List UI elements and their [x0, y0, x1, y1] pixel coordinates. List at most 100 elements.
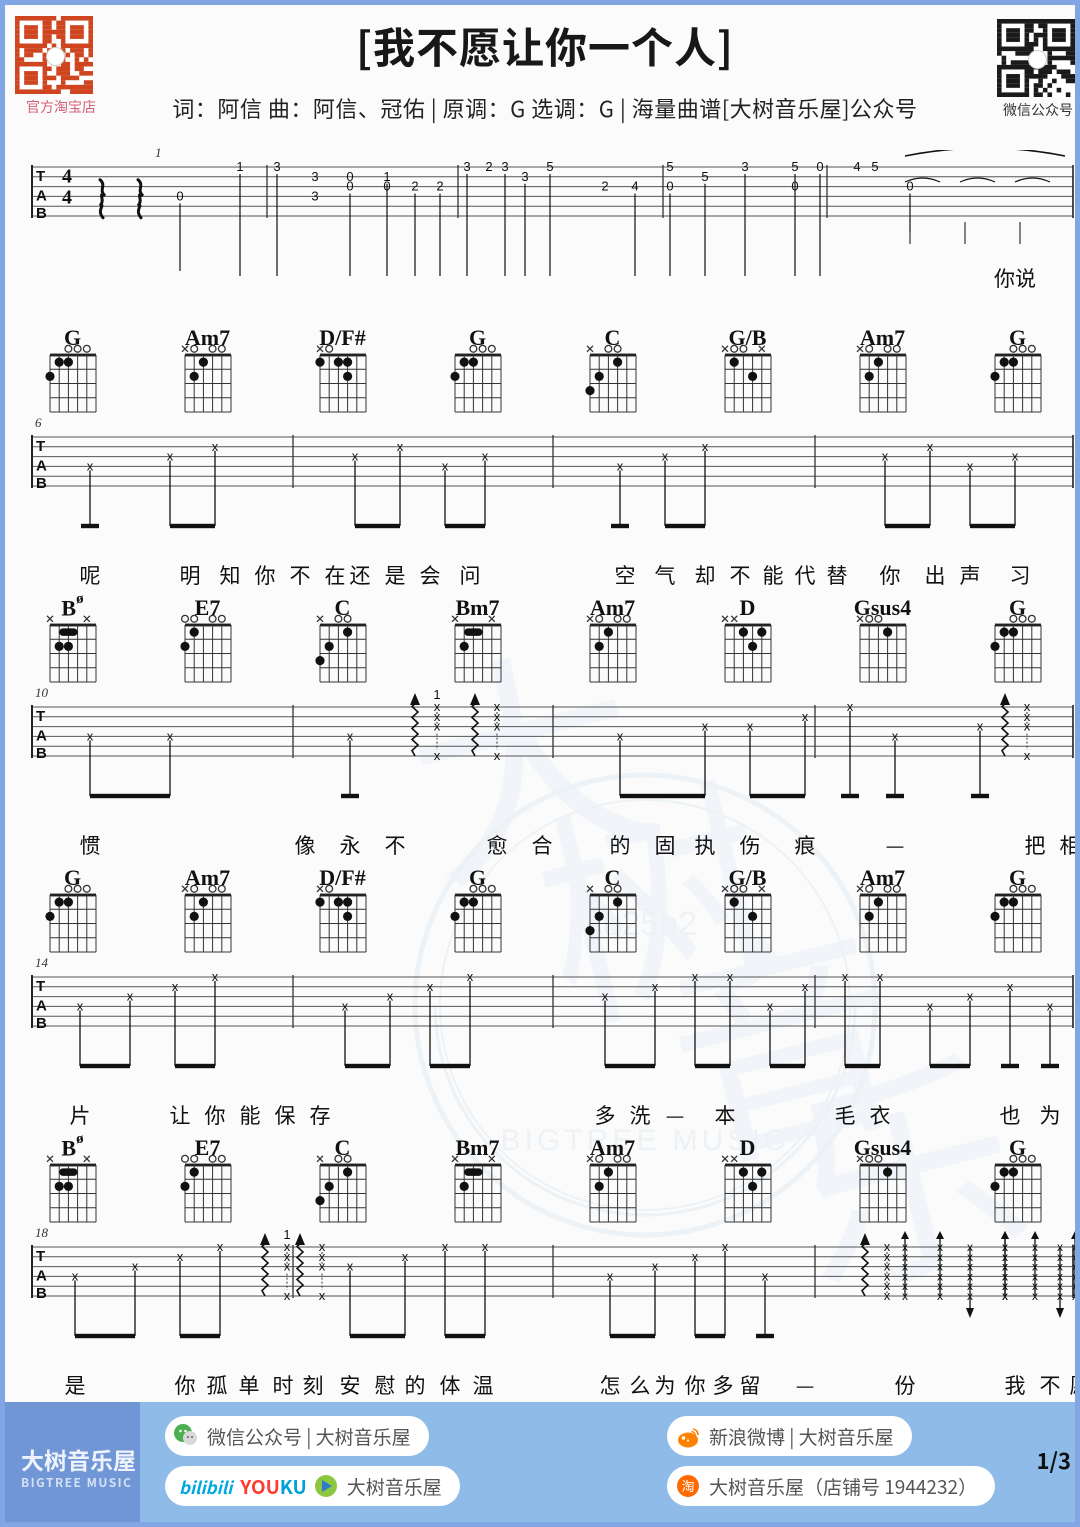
svg-text:x: x — [842, 969, 849, 984]
svg-text:x: x — [802, 709, 809, 724]
svg-text:A: A — [36, 187, 47, 204]
svg-text:0: 0 — [666, 179, 673, 194]
svg-text:4: 4 — [631, 179, 638, 194]
svg-text:5: 5 — [791, 159, 798, 174]
svg-text:x: x — [882, 449, 889, 464]
svg-text:B: B — [36, 1015, 47, 1032]
svg-text:5: 5 — [546, 159, 553, 174]
svg-text:B: B — [36, 205, 47, 222]
svg-text:x: x — [352, 449, 359, 464]
svg-text:x: x — [442, 1239, 449, 1254]
svg-text:A: A — [36, 997, 47, 1014]
svg-text:x: x — [652, 979, 659, 994]
svg-text:x: x — [212, 969, 219, 984]
svg-text:x: x — [1024, 748, 1031, 763]
svg-text:B: B — [36, 475, 47, 492]
svg-text:x: x — [767, 998, 774, 1013]
svg-text:x: x — [397, 439, 404, 454]
svg-text:x: x — [1047, 998, 1054, 1013]
svg-text:x: x — [212, 439, 219, 454]
svg-text:x: x — [877, 969, 884, 984]
svg-text:x: x — [1072, 1289, 1078, 1303]
svg-text:x: x — [1012, 449, 1019, 464]
svg-text:1: 1 — [433, 690, 440, 702]
svg-text:2: 2 — [601, 179, 608, 194]
svg-text:x: x — [434, 719, 441, 734]
svg-text:0: 0 — [816, 159, 823, 174]
svg-text:x: x — [87, 458, 94, 473]
svg-text:x: x — [387, 989, 394, 1004]
svg-text:3: 3 — [273, 159, 280, 174]
svg-text:0: 0 — [176, 188, 183, 203]
svg-text:T: T — [36, 168, 45, 185]
svg-text:x: x — [617, 728, 624, 743]
svg-text:x: x — [494, 748, 501, 763]
svg-text:x: x — [127, 989, 134, 1004]
svg-text:x: x — [132, 1259, 139, 1274]
svg-text:4: 4 — [62, 186, 72, 208]
svg-text:x: x — [802, 979, 809, 994]
svg-text:x: x — [1007, 979, 1014, 994]
svg-text:x: x — [177, 1249, 184, 1264]
svg-text:T: T — [36, 978, 45, 995]
svg-text:x: x — [494, 719, 501, 734]
svg-text:1: 1 — [236, 159, 243, 174]
svg-text:3: 3 — [311, 188, 318, 203]
svg-text:x: x — [702, 439, 709, 454]
svg-text:x: x — [747, 719, 754, 734]
svg-text:x: x — [77, 998, 84, 1013]
svg-text:x: x — [692, 969, 699, 984]
svg-text:x: x — [927, 998, 934, 1013]
svg-text:A: A — [36, 457, 47, 474]
svg-text:1: 1 — [283, 1230, 290, 1242]
svg-text:A: A — [36, 1267, 47, 1284]
svg-text:x: x — [967, 458, 974, 473]
svg-text:0: 0 — [383, 179, 390, 194]
svg-text:x: x — [217, 1239, 224, 1254]
svg-text:x: x — [284, 1259, 291, 1274]
svg-text:x: x — [402, 1249, 409, 1264]
svg-text:x: x — [427, 979, 434, 994]
svg-text:x: x — [467, 969, 474, 984]
svg-text:x: x — [72, 1268, 79, 1283]
svg-text:x: x — [847, 699, 854, 714]
svg-text:x: x — [167, 728, 174, 743]
svg-text:5: 5 — [871, 159, 878, 174]
svg-text:x: x — [167, 449, 174, 464]
svg-text:x: x — [727, 969, 734, 984]
svg-text:5: 5 — [666, 159, 673, 174]
svg-text:x: x — [977, 719, 984, 734]
svg-text:x: x — [602, 989, 609, 1004]
svg-text:x: x — [722, 1239, 729, 1254]
svg-text:4: 4 — [62, 166, 72, 188]
svg-text:x: x — [319, 1259, 326, 1274]
svg-text:B: B — [36, 745, 47, 762]
svg-text:x: x — [482, 449, 489, 464]
svg-text:x: x — [319, 1288, 326, 1303]
svg-text:T: T — [36, 438, 45, 455]
svg-text:3: 3 — [501, 159, 508, 174]
svg-text:3: 3 — [311, 169, 318, 184]
svg-text:3: 3 — [521, 169, 528, 184]
svg-text:x: x — [434, 748, 441, 763]
svg-text:x: x — [482, 1239, 489, 1254]
svg-text:2: 2 — [411, 179, 418, 194]
svg-text:x: x — [347, 1259, 354, 1274]
svg-text:x: x — [347, 728, 354, 743]
svg-text:x: x — [967, 989, 974, 1004]
svg-text:x: x — [762, 1268, 769, 1283]
svg-text:T: T — [36, 1248, 45, 1265]
svg-text:2: 2 — [485, 159, 492, 174]
svg-text:x: x — [617, 458, 624, 473]
svg-text:淘: 淘 — [681, 1479, 694, 1494]
svg-text:x: x — [607, 1268, 614, 1283]
svg-text:x: x — [692, 1249, 699, 1264]
svg-text:A: A — [36, 727, 47, 744]
svg-text:x: x — [892, 728, 899, 743]
svg-text:0: 0 — [346, 179, 353, 194]
svg-text:0: 0 — [791, 179, 798, 194]
svg-text:2: 2 — [436, 179, 443, 194]
svg-text:3: 3 — [463, 159, 470, 174]
svg-text:x: x — [1024, 719, 1031, 734]
svg-text:x: x — [652, 1259, 659, 1274]
